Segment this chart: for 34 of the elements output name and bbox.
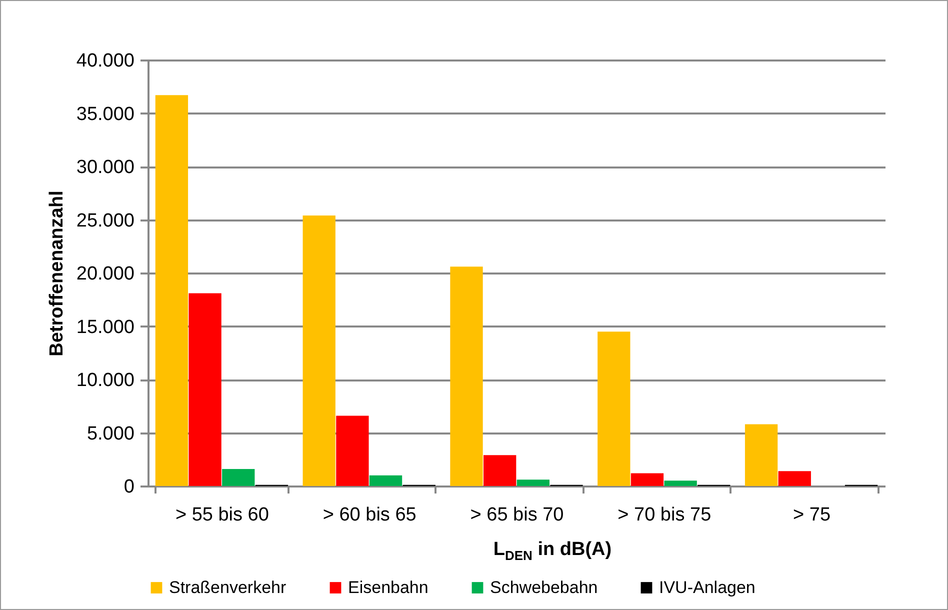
y-tick-label: 30.000 xyxy=(76,157,134,178)
x-tick-label: > 75 xyxy=(793,504,831,526)
bar xyxy=(744,424,778,486)
bar xyxy=(188,293,222,486)
y-tick-label: 20.000 xyxy=(76,264,134,284)
legend-label: IVU-Anlagen xyxy=(659,578,756,597)
bar xyxy=(369,475,402,486)
y-axis-title: Betroffenenanzahl xyxy=(46,190,68,356)
bar xyxy=(302,215,336,486)
bar xyxy=(222,468,255,486)
x-axis-title: L$_{DEN}$ in dB(A) xyxy=(492,539,613,563)
y-tick-label: 0 xyxy=(124,476,134,498)
x-tick-label: > 65 bis 70 xyxy=(470,504,564,526)
bar xyxy=(630,473,664,486)
bar xyxy=(484,455,516,486)
bar xyxy=(664,480,697,486)
y-tick-label: 25.000 xyxy=(76,210,134,232)
x-tick-label: > 55 bis 60 xyxy=(175,504,269,526)
legend-label: Straßenverkehr xyxy=(169,578,286,597)
y-tick-label: 15.000 xyxy=(76,316,134,338)
bar xyxy=(450,266,483,486)
y-tick-label: 5.000 xyxy=(86,423,134,444)
bar xyxy=(598,332,630,486)
x-tick-label: > 60 bis 65 xyxy=(322,504,416,526)
x-tick-label: > 70 bis 75 xyxy=(618,504,712,526)
y-tick-label: 40.000 xyxy=(76,50,134,72)
legend-label: Schwebebahn xyxy=(490,578,598,597)
bar xyxy=(778,471,811,486)
bar xyxy=(336,416,369,486)
y-tick-label: 10.000 xyxy=(76,370,134,391)
bar xyxy=(516,480,550,486)
legend-label: Eisenbahn xyxy=(348,578,428,597)
y-tick-label: 35.000 xyxy=(76,104,134,125)
bar xyxy=(155,95,188,486)
